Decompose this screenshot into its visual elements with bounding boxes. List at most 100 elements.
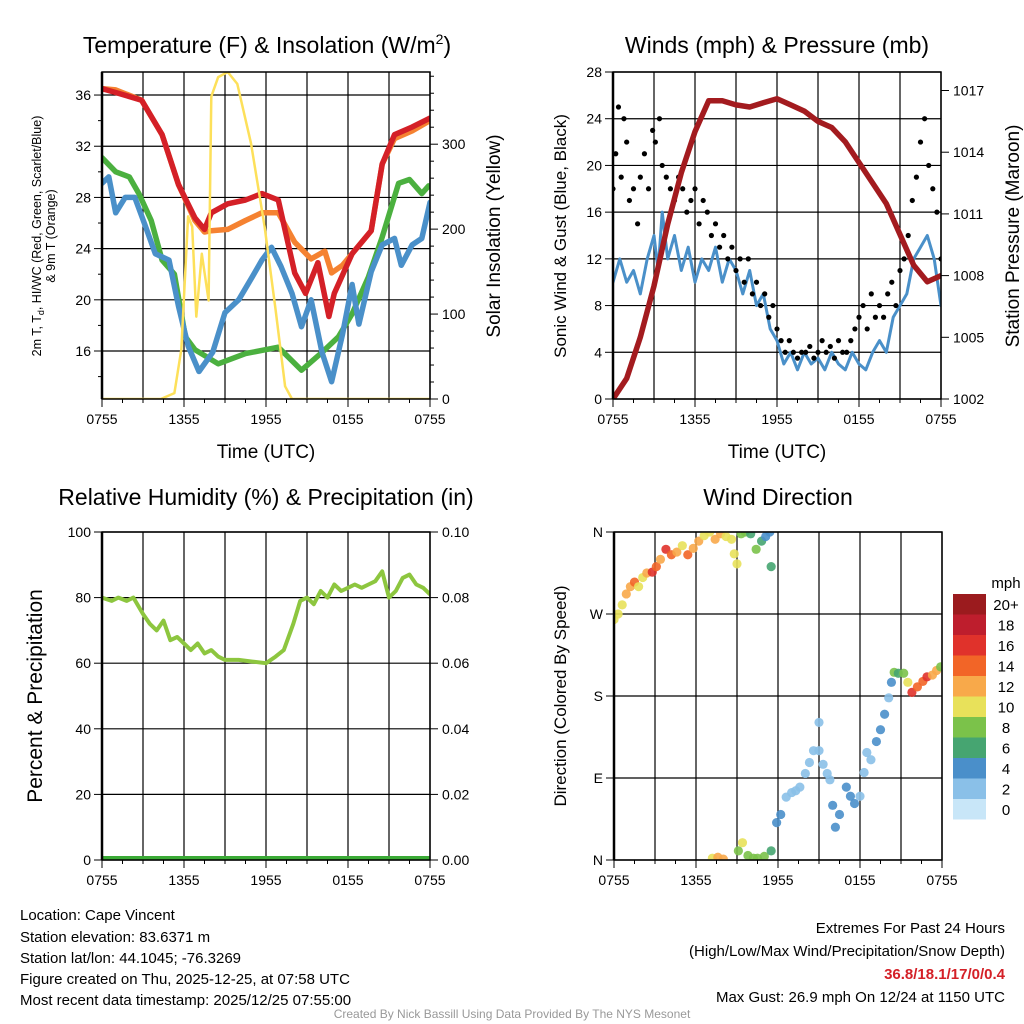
- wind-direction-point: [759, 851, 769, 860]
- gust-point: [613, 151, 619, 157]
- y-right-tick-label: 300: [442, 136, 466, 152]
- gust-point: [881, 314, 887, 320]
- y-right-tick-label: 1008: [953, 268, 984, 284]
- gust-point: [917, 139, 924, 145]
- wind-direction-point: [772, 818, 782, 828]
- created-text: Figure created on Thu, 2025-12-25, at 07…: [20, 971, 350, 988]
- series-line-sonic-wind: [613, 210, 941, 372]
- gust-point: [766, 314, 772, 320]
- gust-point: [872, 314, 879, 320]
- gust-point: [840, 349, 846, 355]
- gust-point: [733, 267, 739, 274]
- gust-point: [708, 232, 715, 239]
- colorbar-label: 14: [998, 659, 1015, 676]
- wind-direction-point: [903, 677, 913, 687]
- gust-point: [835, 338, 842, 344]
- y-tick-label: 0: [594, 391, 602, 407]
- wind-direction-point: [776, 809, 786, 820]
- wind-direction-point: [651, 562, 661, 572]
- gust-point: [641, 151, 648, 157]
- gust-point: [659, 162, 665, 169]
- pressure-ylabel: Station Pressure (Maroon): [1003, 125, 1024, 348]
- wind-direction-point: [818, 759, 828, 769]
- gust-point: [864, 326, 870, 332]
- x-tick-label: 1955: [761, 411, 792, 427]
- wind_direction-plot: N E S W N 0755 1355 1955 0155 0755: [590, 524, 958, 888]
- colorbar-swatch: [953, 799, 986, 820]
- wind-direction-point: [845, 791, 856, 801]
- y-tick-label: E: [594, 770, 603, 786]
- gust-point: [770, 302, 776, 309]
- wind-direction-point: [688, 543, 698, 554]
- x-tick-label: 1955: [250, 411, 281, 427]
- x-tick-label: 0755: [598, 872, 629, 888]
- colorbar-swatch: [953, 717, 986, 738]
- x-tick-label: 1955: [250, 872, 281, 888]
- y-tick-label: 20: [75, 292, 91, 308]
- wind-direction-point: [655, 554, 666, 564]
- y-tick-label: 16: [586, 204, 602, 220]
- gust-point: [901, 256, 907, 262]
- gust-point: [885, 291, 891, 297]
- y-tick-label: 4: [594, 344, 602, 360]
- colorbar-title: mph: [991, 575, 1020, 592]
- extremes-values: 36.8/18.1/17/0/0.4: [884, 966, 1006, 983]
- gust-point: [696, 221, 702, 227]
- y-tick-label: 28: [586, 64, 602, 80]
- gust-point: [663, 174, 669, 180]
- wind-direction-point: [814, 746, 824, 756]
- wind-direction-point: [621, 589, 631, 599]
- temperature-ylabel-line2: & 9m T (Orange): [44, 189, 58, 282]
- extremes-title: Extremes For Past 24 Hours: [816, 920, 1005, 937]
- gust-point: [758, 302, 764, 309]
- y-tick-label: 60: [75, 655, 91, 671]
- elevation-text: Station elevation: 83.6371 m: [20, 929, 210, 946]
- wind-direction-point: [752, 853, 763, 860]
- winds-series: [613, 95, 941, 399]
- recent-data-text: Most recent data timestamp: 2025/12/25 0…: [20, 992, 351, 1009]
- colorbar-swatch: [953, 655, 986, 676]
- gust-point: [749, 291, 756, 297]
- y-tick-label: 20: [75, 786, 91, 802]
- wind-direction-point: [726, 534, 737, 544]
- temperature-xlabel: Time (UTC): [217, 442, 316, 463]
- series-line-relative-humidity: [102, 569, 430, 666]
- humidity-plot: 0 20 40 60 80 100 0.00 0.02 0.04 0.06 0.08 0.10 0755…: [68, 524, 470, 888]
- gust-point: [794, 355, 801, 361]
- gust-point: [913, 174, 920, 180]
- wind_direction-series: [614, 532, 942, 860]
- y-right-tick-label: 0.08: [442, 590, 469, 606]
- wind-direction-point: [766, 562, 776, 572]
- wind-direction-point: [804, 757, 815, 768]
- colorbar-label: 20+: [993, 597, 1019, 614]
- gust-point: [717, 244, 723, 250]
- wind-direction-point: [729, 549, 739, 559]
- gust-point: [856, 314, 862, 320]
- gust-point: [774, 326, 780, 332]
- colorbar-label: 2: [1002, 782, 1010, 799]
- wind-direction-point: [765, 532, 775, 537]
- y-tick-label: 24: [75, 241, 91, 257]
- gust-point: [630, 186, 637, 192]
- gust-point: [889, 279, 895, 285]
- y-tick-label: 12: [586, 251, 602, 267]
- temperature-ylabel-line1: 2m T, Td, HI/WC (Red, Green, Scarlet/Blu…: [30, 116, 46, 357]
- gust-point: [753, 279, 760, 285]
- wind-direction-point: [766, 846, 776, 856]
- gust-point: [823, 349, 829, 355]
- gust-point: [922, 116, 928, 122]
- x-tick-label: 0155: [332, 411, 363, 427]
- wind-direction-point: [751, 544, 761, 554]
- x-tick-label: 0155: [332, 872, 363, 888]
- gust-point: [778, 338, 784, 344]
- x-tick-label: 1355: [168, 411, 199, 427]
- gust-point: [721, 232, 727, 239]
- extremes-subtitle: (High/Low/Max Wind/Precipitation/Snow De…: [689, 943, 1005, 960]
- y-tick-label: 32: [75, 138, 91, 154]
- colorbar-swatch: [953, 676, 986, 697]
- gust-point: [700, 197, 706, 204]
- wind-direction-point: [705, 532, 715, 537]
- wind-direction-point: [834, 809, 845, 820]
- wind-direction-point: [884, 693, 894, 703]
